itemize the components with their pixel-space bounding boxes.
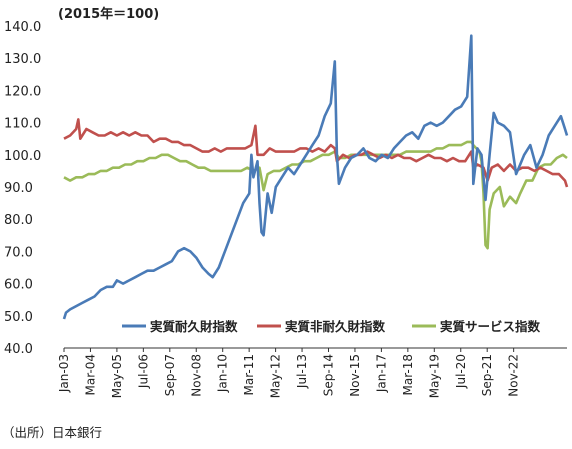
y-axis-ticks: 140.0 130.0 120.0 110.0 100.0 90.0 80.0 70.0 60.… [4, 20, 41, 357]
x-tick-label: May-12 [269, 354, 283, 398]
x-tick-label: May-19 [427, 354, 441, 398]
y-tick-label: 60.0 [4, 278, 33, 293]
series-line-1 [62, 34, 569, 320]
source-note: （出所）日本銀行 [2, 425, 102, 440]
series-lines [62, 34, 569, 320]
y-tick-label: 40.0 [4, 342, 33, 357]
x-tick-label: Nov-22 [507, 354, 521, 397]
y-tick-label: 70.0 [4, 245, 33, 260]
x-tick-label: May-05 [110, 354, 124, 398]
y-tick-label: 100.0 [4, 149, 41, 164]
x-tick-label: Mar-18 [401, 354, 415, 395]
y-tick-label: 130.0 [4, 52, 41, 67]
x-tick-label: Sep-07 [163, 354, 177, 396]
y-tick-label: 90.0 [4, 181, 33, 196]
unit-label: (2015年＝100) [58, 6, 159, 22]
x-tick-label: Jul-13 [295, 354, 309, 389]
legend-label-2: 実質非耐久財指数 [285, 319, 386, 334]
series-line-2 [63, 118, 569, 188]
y-tick-label: 120.0 [4, 84, 41, 99]
legend: 実質耐久財指数 実質非耐久財指数 実質サービス指数 [122, 319, 541, 334]
y-tick-label: 140.0 [4, 20, 41, 35]
y-tick-label: 50.0 [4, 310, 33, 325]
x-tick-label: Jan-10 [216, 354, 230, 393]
y-tick-label: 110.0 [4, 117, 41, 132]
x-tick-label: Jan-03 [57, 354, 71, 393]
x-tick-label: Mar-04 [83, 354, 97, 395]
x-tick-label: Sep-14 [322, 354, 336, 396]
x-tick-label: Jul-06 [136, 354, 150, 389]
x-tick-label: Sep-21 [480, 354, 494, 396]
x-tick-label: Jul-20 [454, 354, 468, 389]
x-tick-label: Mar-11 [242, 354, 256, 395]
x-tick-label: Jan-17 [374, 354, 388, 393]
series-line-3 [63, 140, 568, 250]
x-axis-ticks: Jan-03 Mar-04 May-05 Jul-06 Sep-07 Nov-08 Jan-… [57, 348, 521, 398]
legend-label-3: 実質サービス指数 [440, 319, 541, 334]
legend-label-1: 実質耐久財指数 [150, 319, 238, 334]
y-tick-label: 80.0 [4, 213, 33, 228]
x-tick-label: Nov-15 [348, 354, 362, 397]
x-tick-label: Nov-08 [189, 354, 203, 397]
